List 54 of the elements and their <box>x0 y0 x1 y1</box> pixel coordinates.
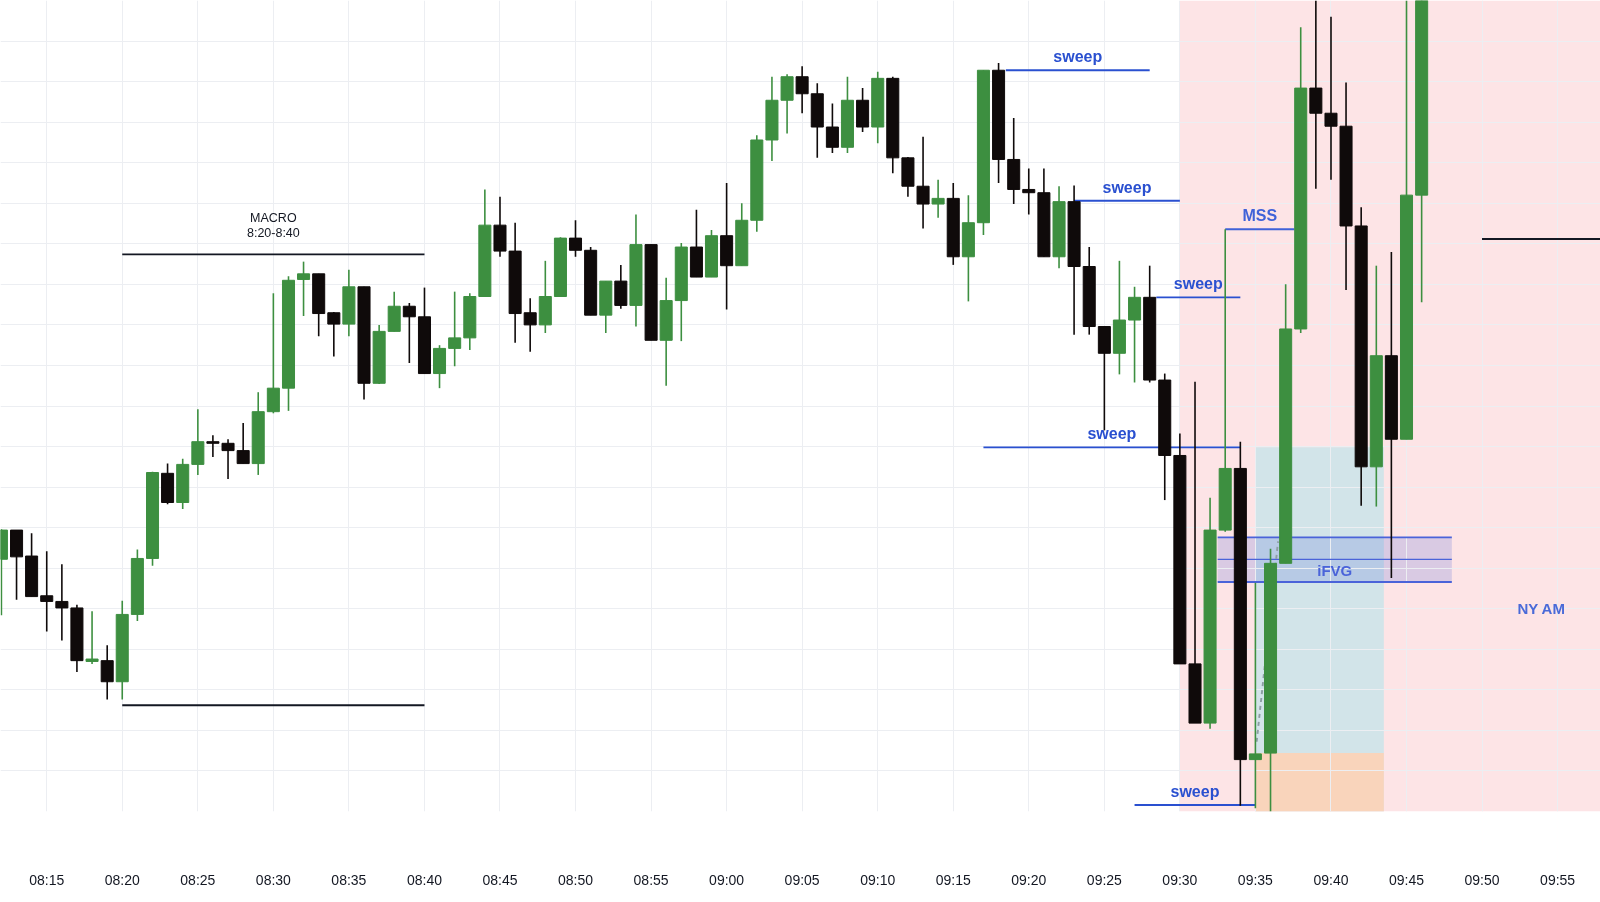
x-tick-label: 08:25 <box>180 871 216 888</box>
series-label: sweep <box>1087 425 1137 443</box>
candlestick <box>327 311 341 358</box>
candlestick <box>100 644 114 701</box>
candlestick <box>916 135 930 230</box>
x-tick-label: 08:30 <box>255 871 292 888</box>
x-tick-label: 08:50 <box>557 871 594 888</box>
candlestick <box>568 219 583 258</box>
x-tick-label: 08:40 <box>406 871 443 888</box>
x-tick-label: 09:45 <box>1388 871 1425 888</box>
x-tick-label: 09:10 <box>860 871 896 888</box>
candlestick <box>1324 15 1338 181</box>
candlestick <box>780 73 794 135</box>
candlestick <box>1248 582 1262 810</box>
x-tick-label: 09:20 <box>1011 871 1047 888</box>
candlestick <box>85 610 99 665</box>
candlestick <box>795 65 809 115</box>
candlestick <box>55 563 69 642</box>
candlestick <box>297 260 311 317</box>
candlestick <box>402 302 416 364</box>
x-tick-label: 08:15 <box>29 871 65 888</box>
x-tick-label: 09:50 <box>1464 871 1500 888</box>
candlestick <box>448 290 462 368</box>
series-label: sweep <box>1173 275 1224 293</box>
series-label: sweep <box>1053 48 1103 66</box>
candlestick <box>191 408 205 476</box>
x-tick-label: 08:45 <box>482 871 518 888</box>
x-tick-label: 09:35 <box>1237 871 1274 888</box>
candlestick <box>931 178 945 219</box>
series-label: iFVG <box>1317 562 1353 580</box>
x-tick-label: 09:40 <box>1313 871 1349 888</box>
x-tick-label: 09:55 <box>1540 871 1576 888</box>
series-label: sweep <box>1170 783 1220 801</box>
x-tick-label: 09:05 <box>784 871 820 888</box>
x-tick-label: 09:00 <box>709 871 745 888</box>
candlestick <box>523 297 537 353</box>
candlestick <box>40 550 54 633</box>
candlestick <box>1022 167 1036 216</box>
candlestick <box>221 438 235 480</box>
candlestick <box>825 102 839 154</box>
x-tick-label: 09:15 <box>935 871 971 888</box>
x-tick-label: 08:35 <box>331 871 367 888</box>
x-tick-label: 08:20 <box>104 871 140 888</box>
candlestick <box>1128 285 1142 384</box>
candlestick <box>206 434 220 458</box>
band-label: NY AM <box>1517 600 1565 618</box>
candlestick <box>266 292 280 415</box>
x-tick-label: 08:55 <box>633 871 669 888</box>
candlestick <box>236 422 250 465</box>
series-label: MSS <box>1242 207 1278 225</box>
x-tick-label: 09:30 <box>1162 871 1198 888</box>
annotation: MACRO 8:20-8:40 <box>246 211 300 241</box>
x-tick-label: 09:25 <box>1086 871 1123 888</box>
series-label: sweep <box>1102 178 1152 196</box>
